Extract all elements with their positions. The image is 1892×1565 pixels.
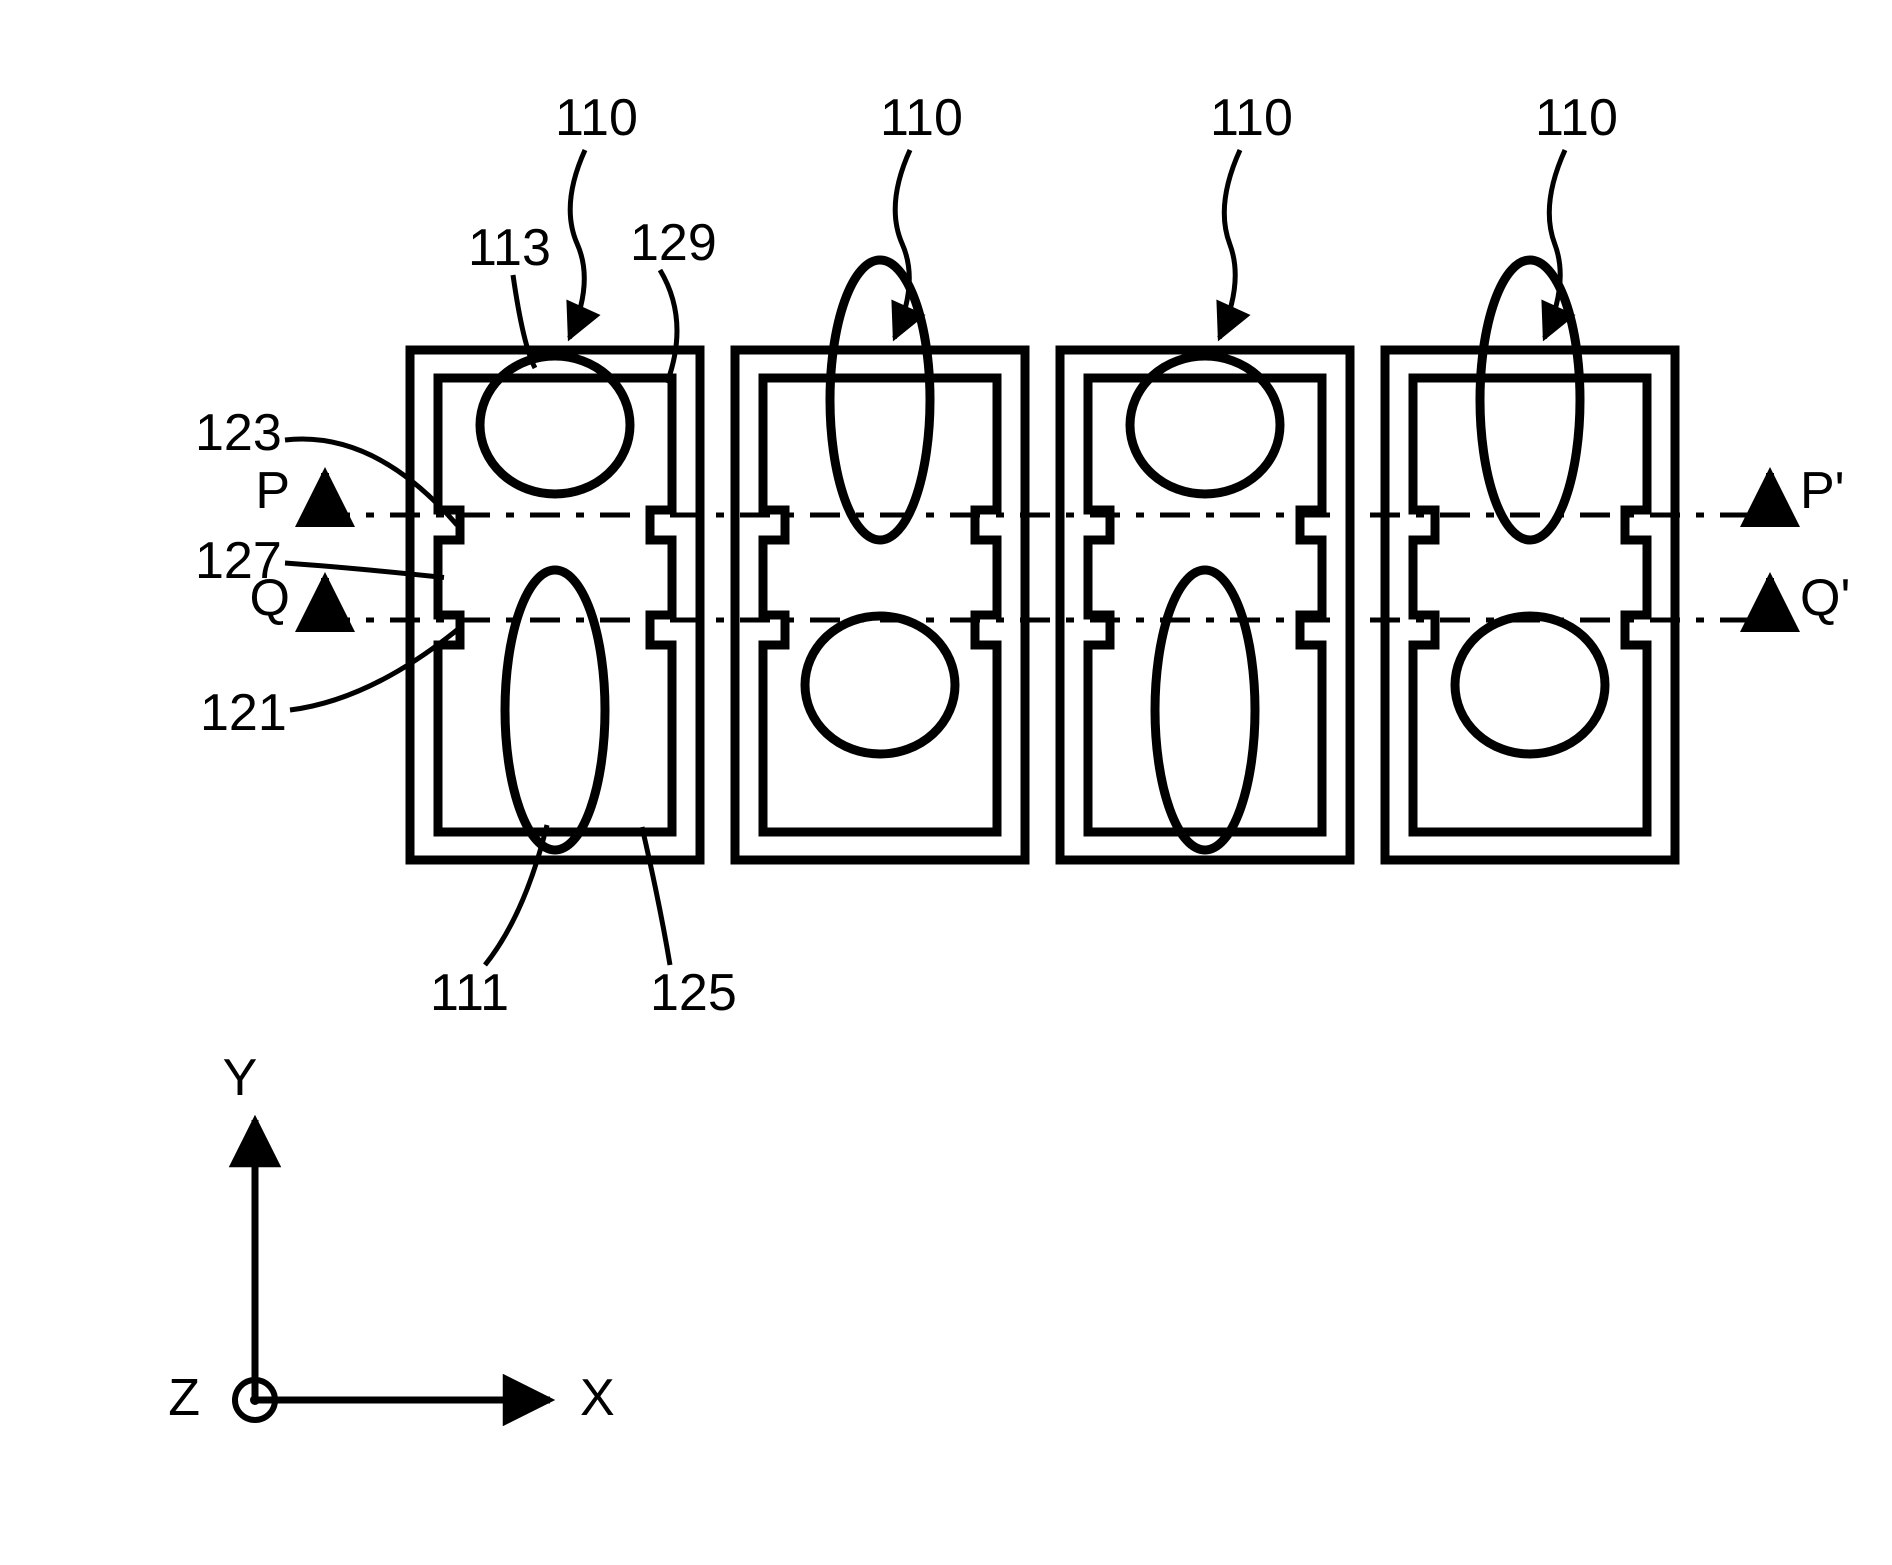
leader-123 — [285, 439, 457, 525]
leader-110-1 — [895, 150, 911, 338]
bottom-shape — [1155, 570, 1255, 850]
inner-frame — [438, 378, 672, 832]
outer-frame — [1385, 350, 1675, 860]
bottom-shape — [505, 570, 605, 850]
label-129: 129 — [630, 214, 717, 272]
leader-127 — [285, 563, 444, 578]
label-113: 113 — [468, 219, 551, 277]
unit — [410, 350, 700, 860]
leader-125 — [642, 827, 670, 965]
label-121: 121 — [200, 684, 287, 742]
label-111: 111 — [430, 964, 509, 1022]
unit — [1385, 260, 1675, 860]
inner-frame — [1413, 378, 1647, 832]
label-110-2: 110 — [1210, 89, 1293, 147]
label-127: 127 — [195, 532, 282, 590]
leader-110-3 — [1545, 150, 1566, 338]
bottom-shape — [805, 616, 955, 754]
label-110-3: 110 — [1535, 89, 1618, 147]
unit — [1060, 350, 1350, 860]
top-shape — [830, 260, 930, 540]
axis-label-Z: Z — [168, 1369, 200, 1427]
label-Pprime: P' — [1800, 462, 1845, 520]
outer-frame — [410, 350, 700, 860]
label-110-0: 110 — [555, 89, 638, 147]
axis-z-dot — [250, 1395, 260, 1405]
leader-129 — [660, 270, 677, 383]
label-125: 125 — [650, 964, 737, 1022]
label-110-1: 110 — [880, 89, 963, 147]
inner-frame — [763, 378, 997, 832]
label-Qprime: Q' — [1800, 569, 1850, 627]
bottom-shape — [1455, 616, 1605, 754]
top-shape — [1480, 260, 1580, 540]
leader-110-2 — [1220, 150, 1241, 338]
label-P: P — [255, 462, 290, 520]
axis-label-Y: Y — [223, 1049, 258, 1107]
unit — [735, 260, 1025, 860]
outer-frame — [735, 350, 1025, 860]
axis-label-X: X — [580, 1369, 615, 1427]
inner-frame — [1088, 378, 1322, 832]
label-123: 123 — [195, 404, 282, 462]
leader-110-0 — [570, 150, 586, 338]
outer-frame — [1060, 350, 1350, 860]
leader-121 — [290, 630, 457, 710]
